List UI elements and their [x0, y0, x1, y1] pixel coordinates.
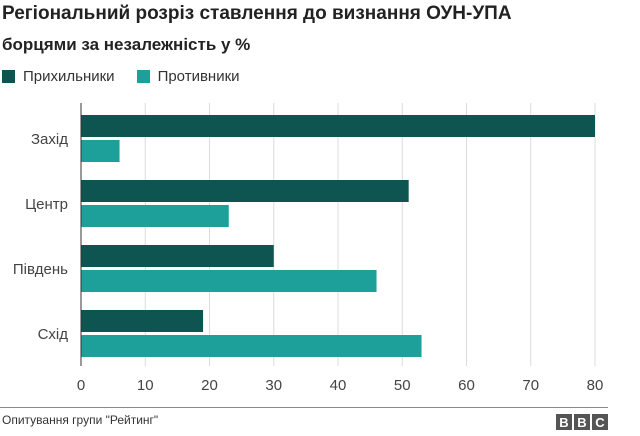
bar-2-0	[81, 245, 274, 267]
x-tick-label-0: 0	[77, 377, 85, 394]
bbc-logo-letter-3: C	[592, 414, 608, 430]
x-tick-label-70: 70	[522, 377, 539, 394]
bar-0-0	[81, 115, 595, 137]
x-tick-label-50: 50	[394, 377, 411, 394]
footer-divider	[0, 407, 608, 408]
bar-1-1	[81, 205, 229, 227]
category-label-0: Захід	[31, 131, 68, 148]
legend-label-supporters: Прихильники	[23, 68, 115, 85]
bar-3-1	[81, 335, 422, 357]
bbc-logo-letter-1: B	[556, 414, 572, 430]
bar-3-0	[81, 310, 204, 332]
category-label-3: Схід	[38, 326, 69, 343]
chart-legend: Прихильники Противники	[2, 68, 262, 85]
legend-swatch-supporters	[2, 70, 15, 83]
bbc-logo: B B C	[556, 414, 608, 430]
x-tick-label-20: 20	[201, 377, 218, 394]
x-tick-label-30: 30	[265, 377, 282, 394]
legend-item-opponents: Противники	[136, 68, 240, 85]
category-label-2: Південь	[13, 261, 68, 278]
bar-chart: 0 10 20 30 40 50 60 70 80 Захід Центр Південь Схід	[13, 103, 604, 394]
x-tick-label-40: 40	[330, 377, 347, 394]
source-note: Опитування групи "Рейтинг"	[2, 413, 159, 427]
bbc-logo-letter-2: B	[574, 414, 590, 430]
legend-label-opponents: Противники	[157, 68, 240, 85]
x-tick-label-60: 60	[458, 377, 475, 394]
bar-2-1	[81, 270, 377, 292]
bar-1-0	[81, 180, 409, 202]
x-tick-label-10: 10	[137, 377, 154, 394]
x-tick-label-80: 80	[587, 377, 604, 394]
chart-subtitle: борцями за незалежність у %	[2, 35, 251, 54]
legend-item-supporters: Прихильники	[2, 68, 115, 85]
category-label-1: Центр	[25, 196, 68, 213]
chart-title: Регіональний розріз ставлення до визнанн…	[2, 3, 512, 24]
legend-swatch-opponents	[136, 70, 150, 83]
bar-0-1	[81, 140, 120, 162]
